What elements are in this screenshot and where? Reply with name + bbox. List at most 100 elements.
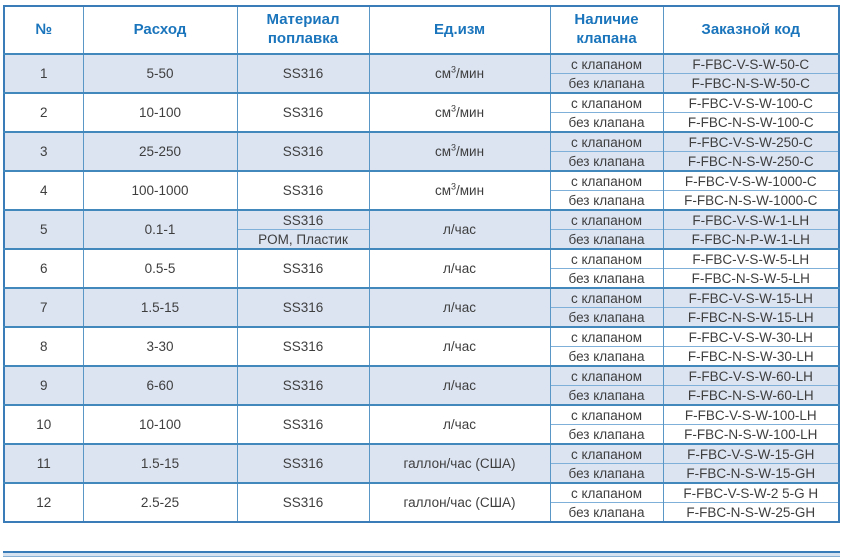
table-subrow: без клапана F-FBC-N-S-W-30-LH — [4, 346, 840, 366]
valve-cell: с клапаном — [549, 131, 664, 152]
valve-cell: с клапаном — [549, 209, 664, 230]
code-cell: F-FBC-N-S-W-15-GH — [662, 463, 840, 483]
code-cell: F-FBC-V-S-W-1-LH — [662, 209, 840, 230]
valve-cell: без клапана — [549, 73, 664, 93]
code-cell: F-FBC-N-S-W-100-LH — [662, 424, 840, 444]
table-subrow: POM, Пластик без клапана F-FBC-N-P-W-1-L… — [4, 229, 840, 249]
code-cell: F-FBC-V-S-W-15-GH — [662, 443, 840, 464]
material-cell: SS316 — [236, 365, 370, 405]
table-subrow: без клапана F-FBC-N-S-W-1000-C — [4, 190, 840, 210]
material-cell: SS316 — [236, 443, 370, 483]
row-number-cell: 1 — [3, 53, 84, 93]
code-cell: F-FBC-N-P-W-1-LH — [662, 229, 840, 249]
valve-cell: без клапана — [549, 190, 664, 210]
row-number-cell: 9 — [3, 365, 84, 405]
unit-cell: см3/мин — [368, 53, 551, 93]
code-cell: F-FBC-N-S-W-1000-C — [662, 190, 840, 210]
flow-cell: 5-50 — [82, 53, 238, 93]
row-number-cell: 11 — [3, 443, 84, 483]
row-number-cell: 5 — [3, 209, 84, 249]
table-row: 5 0.1-1 SS316 л/час с клапаном F-FBC-V-S… — [3, 209, 840, 249]
table-subrow: без клапана F-FBC-N-S-W-60-LH — [4, 385, 840, 405]
valve-cell: с клапаном — [549, 92, 664, 113]
code-cell: F-FBC-N-S-W-25-GH — [662, 502, 840, 522]
unit-cell: галлон/час (США) — [368, 482, 551, 522]
unit-cell: см3/мин — [368, 131, 551, 171]
valve-cell: с клапаном — [549, 365, 664, 386]
unit-cell: л/час — [368, 287, 551, 327]
code-cell: F-FBC-V-S-W-30-LH — [662, 326, 840, 347]
unit-cell: галлон/час (США) — [368, 443, 551, 483]
valve-cell: с клапаном — [549, 53, 664, 74]
code-cell: F-FBC-V-S-W-15-LH — [662, 287, 840, 308]
code-cell: F-FBC-V-S-W-50-C — [662, 53, 840, 74]
code-cell: F-FBC-N-S-W-250-C — [662, 151, 840, 171]
row-number-cell: 10 — [3, 404, 84, 444]
flow-cell: 10-100 — [82, 404, 238, 444]
unit-cell: л/час — [368, 365, 551, 405]
row-number-cell: 3 — [3, 131, 84, 171]
table-row: 12 2.5-25 SS316 галлон/час (США) с клапа… — [3, 482, 840, 522]
flow-cell: 25-250 — [82, 131, 238, 171]
row-number-cell: 7 — [3, 287, 84, 327]
code-cell: F-FBC-N-S-W-15-LH — [662, 307, 840, 327]
valve-cell: без клапана — [549, 229, 664, 249]
material-cell: SS316 — [236, 131, 370, 171]
flow-cell: 3-30 — [82, 326, 238, 366]
flow-cell: 10-100 — [82, 92, 238, 132]
table-subrow: без клапана F-FBC-N-S-W-250-C — [4, 151, 840, 171]
valve-cell: с клапаном — [549, 170, 664, 191]
table-subrow: без клапана F-FBC-N-S-W-5-LH — [4, 268, 840, 288]
header-valve: Наличие клапана — [549, 5, 664, 55]
header-flow: Расход — [82, 5, 238, 55]
table-row: 4 100-1000 SS316 см3/мин с клапаном F-FB… — [3, 170, 840, 210]
valve-cell: без клапана — [549, 502, 664, 522]
flow-cell: 0.5-5 — [82, 248, 238, 288]
code-cell: F-FBC-V-S-W-2 5-G H — [662, 482, 840, 503]
code-cell: F-FBC-V-S-W-60-LH — [662, 365, 840, 386]
table-subrow: без клапана F-FBC-N-S-W-100-LH — [4, 424, 840, 444]
table-subrow: без клапана F-FBC-N-S-W-25-GH — [4, 502, 840, 522]
valve-cell: без клапана — [549, 112, 664, 132]
material-cell: POM, Пластик — [236, 229, 370, 249]
table-row: 11 1.5-15 SS316 галлон/час (США) с клапа… — [3, 443, 840, 483]
header-float-material: Материал поплавка — [236, 5, 370, 55]
table-header-row: № Расход Материал поплавка Ед.изм Наличи… — [3, 5, 840, 55]
table-subrow: без клапана F-FBC-N-S-W-100-C — [4, 112, 840, 132]
table-subrow: без клапана F-FBC-N-S-W-15-GH — [4, 463, 840, 483]
header-order-code: Заказной код — [662, 5, 840, 55]
code-cell: F-FBC-V-S-W-1000-C — [662, 170, 840, 191]
header-unit: Ед.изм — [368, 5, 551, 55]
code-cell: F-FBC-V-S-W-5-LH — [662, 248, 840, 269]
code-cell: F-FBC-V-S-W-100-LH — [662, 404, 840, 425]
row-number-cell: 12 — [3, 482, 84, 522]
row-number-cell: 6 — [3, 248, 84, 288]
material-cell: SS316 — [236, 287, 370, 327]
table-subrow: без клапана F-FBC-N-S-W-50-C — [4, 73, 840, 93]
valve-cell: без клапана — [549, 385, 664, 405]
order-code-table: № Расход Материал поплавка Ед.изм Наличи… — [3, 5, 840, 523]
table-subrow: без клапана F-FBC-N-S-W-15-LH — [4, 307, 840, 327]
unit-cell: см3/мин — [368, 170, 551, 210]
table-row: 2 10-100 SS316 см3/мин с клапаном F-FBC-… — [3, 92, 840, 132]
material-cell: SS316 — [236, 92, 370, 132]
valve-cell: без клапана — [549, 151, 664, 171]
valve-cell: с клапаном — [549, 404, 664, 425]
valve-cell: без клапана — [549, 346, 664, 366]
code-cell: F-FBC-V-S-W-250-C — [662, 131, 840, 152]
material-cell: SS316 — [236, 326, 370, 366]
valve-cell: без клапана — [549, 424, 664, 444]
table-row: 10 10-100 SS316 л/час с клапаном F-FBC-V… — [3, 404, 840, 444]
row-number-cell: 4 — [3, 170, 84, 210]
valve-cell: с клапаном — [549, 443, 664, 464]
code-cell: F-FBC-N-S-W-5-LH — [662, 268, 840, 288]
table-row: 9 6-60 SS316 л/час с клапаном F-FBC-V-S-… — [3, 365, 840, 405]
unit-cell: л/час — [368, 209, 551, 249]
code-cell: F-FBC-N-S-W-30-LH — [662, 346, 840, 366]
valve-cell: с клапаном — [549, 248, 664, 269]
valve-cell: без клапана — [549, 463, 664, 483]
material-cell: SS316 — [236, 248, 370, 288]
material-cell: SS316 — [236, 482, 370, 522]
code-cell: F-FBC-N-S-W-100-C — [662, 112, 840, 132]
valve-cell: с клапаном — [549, 287, 664, 308]
